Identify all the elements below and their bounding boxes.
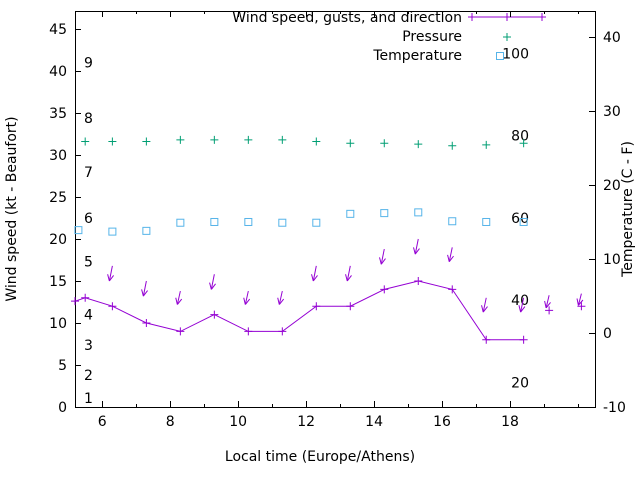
beaufort-labels: 1 2 3 4 5 6 7 8 9	[84, 56, 93, 407]
beaufort-label: 2	[84, 368, 93, 384]
y-left-tick-label: 20	[49, 232, 67, 248]
x-tick-label: 8	[166, 414, 175, 430]
series-temperature	[74, 208, 528, 236]
y-left-tick-label: 5	[58, 358, 67, 374]
y-right-tick-label: 40	[603, 30, 621, 46]
y-right-tick-labels: -10 0 10 20 30 40	[603, 30, 626, 416]
series-wind_speed_extra	[545, 302, 586, 315]
y-right-tick-label: 0	[603, 326, 612, 342]
legend-pressure-label: Pressure	[402, 29, 462, 45]
fahrenheit-label: 40	[511, 293, 529, 309]
series-wind_speed	[71, 276, 528, 344]
x-tick-label: 18	[501, 414, 519, 430]
y-right-tick-label: 10	[603, 252, 621, 268]
legend-wind-sample	[468, 13, 546, 21]
beaufort-label: 1	[84, 391, 93, 407]
y-left-tick-label: 15	[49, 274, 67, 290]
beaufort-label: 3	[84, 338, 93, 354]
x-axis-title: Local time (Europe/Athens)	[225, 449, 415, 465]
y-left-axis-title: Wind speed (kt - Beaufort)	[4, 116, 20, 301]
y-left-tick-label: 30	[49, 148, 67, 164]
y-right-tick-label: -10	[603, 400, 626, 416]
beaufort-label: 4	[84, 308, 93, 324]
fahrenheit-label: 100	[502, 46, 529, 62]
beaufort-label: 8	[84, 111, 93, 127]
legend: Wind speed, gusts, and direction Pressur…	[232, 10, 546, 64]
series-pressure	[81, 135, 528, 150]
beaufort-label: 6	[84, 211, 93, 227]
y-right-tick-label: 30	[603, 104, 621, 120]
y-left-tick-label: 35	[49, 106, 67, 122]
y-left-tick-label: 40	[49, 64, 67, 80]
y-left-tick-label: 10	[49, 316, 67, 332]
x-axis	[102, 11, 579, 407]
legend-temperature-label: Temperature	[372, 48, 462, 64]
y-left-axis	[75, 29, 81, 408]
plot-frame	[75, 11, 596, 408]
legend-temperature-sample	[496, 52, 504, 60]
beaufort-label: 7	[84, 165, 93, 181]
y-left-tick-label: 0	[58, 400, 67, 416]
x-tick-label: 12	[297, 414, 315, 430]
x-tick-label: 16	[433, 414, 451, 430]
x-tick-labels: 6 8 10 12 14 16 18	[98, 414, 519, 430]
beaufort-label: 5	[84, 255, 93, 271]
beaufort-label: 9	[84, 56, 93, 72]
y-right-tick-label: 20	[603, 178, 621, 194]
x-tick-label: 10	[229, 414, 247, 430]
series-wind_gust_arrows	[107, 238, 584, 313]
fahrenheit-label: 20	[511, 375, 529, 391]
y-left-tick-labels: 0 5 10 15 20 25 30 35 40 45	[49, 22, 67, 416]
y-left-tick-label: 45	[49, 22, 67, 38]
fahrenheit-label: 80	[511, 129, 529, 145]
y-right-axis	[589, 37, 595, 408]
legend-wind-label: Wind speed, gusts, and direction	[232, 10, 462, 26]
y-left-tick-label: 25	[49, 190, 67, 206]
x-tick-label: 14	[365, 414, 383, 430]
x-tick-label: 6	[98, 414, 107, 430]
y-right-axis-title: Temperature (C - F)	[620, 141, 636, 278]
plot-area: 6 8 10 12 14 16 18051015202530354045-100102030…	[49, 11, 626, 430]
legend-pressure-sample	[503, 33, 511, 41]
